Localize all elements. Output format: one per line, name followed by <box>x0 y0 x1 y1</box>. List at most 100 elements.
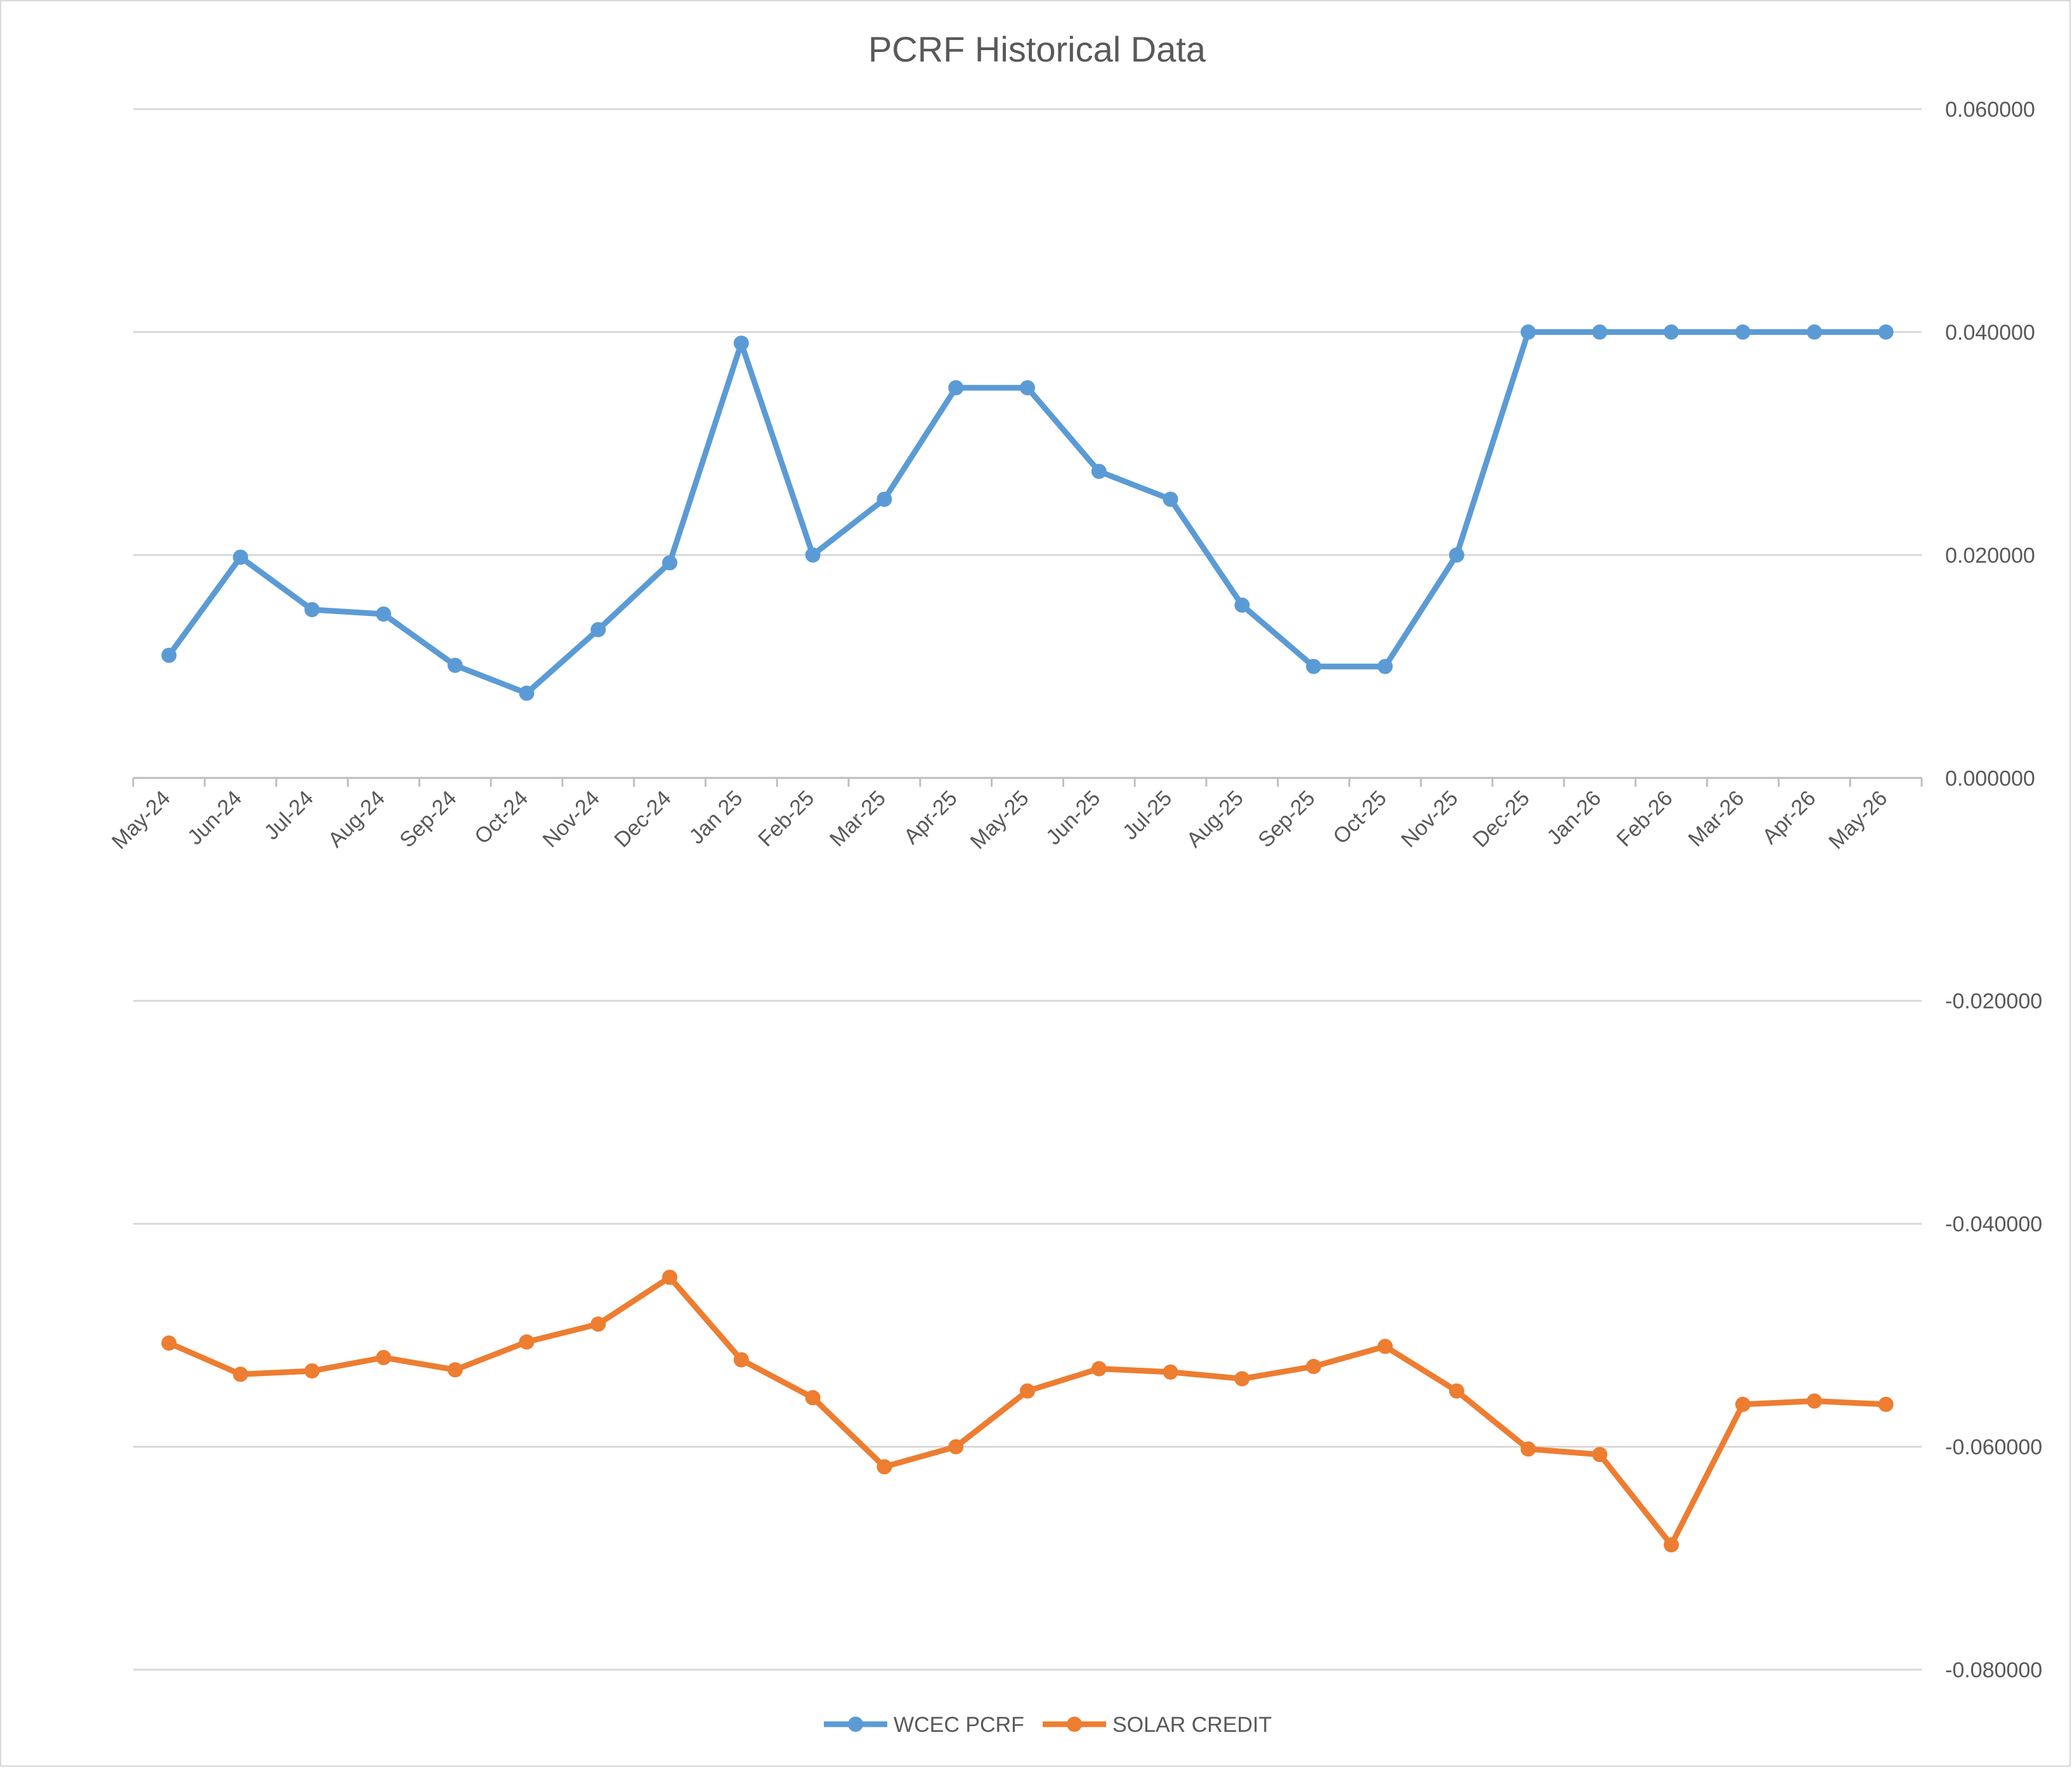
data-point <box>590 622 606 638</box>
y-tick-label: -0.080000 <box>1945 1658 2042 1682</box>
chart-title: PCRF Historical Data <box>868 29 1206 69</box>
data-point <box>805 1390 821 1406</box>
data-point <box>1806 1393 1822 1409</box>
data-point <box>304 601 320 617</box>
data-point <box>1306 658 1322 674</box>
data-point <box>1592 1446 1608 1462</box>
data-point <box>1878 1396 1894 1412</box>
data-point <box>1592 324 1608 340</box>
legend-label: WCEC PCRF <box>894 1713 1024 1737</box>
y-tick-label: -0.060000 <box>1945 1436 2042 1460</box>
legend-item: SOLAR CREDIT <box>1043 1713 1272 1737</box>
data-point <box>447 1362 463 1378</box>
series-2 <box>161 1269 1894 1553</box>
x-tick-label: Dec-25 <box>1468 786 1534 852</box>
data-point <box>519 1334 535 1350</box>
y-tick-label: -0.020000 <box>1945 990 2042 1014</box>
x-tick-label: Jul-25 <box>1118 786 1176 844</box>
data-point <box>1091 1361 1107 1377</box>
x-tick-label: May-24 <box>107 786 175 854</box>
data-point <box>1664 1537 1679 1553</box>
data-point <box>1806 324 1822 340</box>
data-point <box>1735 1396 1750 1412</box>
data-point <box>447 657 463 673</box>
x-tick-label: Dec-24 <box>609 786 675 852</box>
data-point <box>590 1316 606 1332</box>
y-tick-label: 0.060000 <box>1945 98 2035 122</box>
legend: WCEC PCRF SOLAR CREDIT <box>824 1713 1272 1737</box>
data-point <box>1020 380 1035 396</box>
data-point <box>233 549 249 565</box>
data-point <box>1520 1441 1536 1457</box>
x-tick-label: Sep-24 <box>395 786 461 852</box>
data-point <box>1091 464 1107 480</box>
data-point <box>1449 547 1464 563</box>
x-axis-tick-labels: May-24 Jun-24 Jul-24 Aug-24 Sep-24 Oct-24 Nov-… <box>107 786 1892 854</box>
x-tick-label: Apr-25 <box>899 786 962 849</box>
data-point <box>1163 492 1178 507</box>
legend-label: SOLAR CREDIT <box>1112 1713 1272 1737</box>
data-point <box>1020 1383 1035 1399</box>
gridlines <box>133 108 1922 1671</box>
x-tick-label: May-25 <box>966 786 1034 854</box>
data-point <box>161 648 177 663</box>
data-point <box>161 1335 177 1351</box>
x-tick-label: Apr-26 <box>1757 786 1820 849</box>
x-tick-label: Jul-24 <box>259 786 318 844</box>
data-point <box>1878 324 1894 340</box>
data-point <box>662 555 677 571</box>
data-point <box>375 1350 391 1365</box>
series-line <box>166 1274 1889 1548</box>
y-axis-tick-labels: 0.060000 0.040000 0.020000 0.000000 -0.02000… <box>1945 98 2042 1682</box>
data-point <box>876 492 892 507</box>
x-tick-label: Aug-25 <box>1182 786 1248 852</box>
data-point <box>519 685 535 701</box>
y-tick-label: -0.040000 <box>1945 1212 2042 1236</box>
data-point <box>1234 597 1250 613</box>
data-point <box>233 1366 249 1382</box>
x-tick-label: Nov-25 <box>1397 786 1463 852</box>
data-point <box>1664 324 1679 340</box>
x-tick-label: Mar-26 <box>1684 786 1749 851</box>
data-point <box>1306 1359 1322 1375</box>
x-tick-label: Jun-25 <box>1041 786 1105 849</box>
data-point <box>805 547 821 563</box>
x-tick-label: Aug-24 <box>323 786 389 852</box>
data-point <box>876 1459 892 1475</box>
data-point <box>1449 1383 1464 1399</box>
legend-item: WCEC PCRF <box>824 1713 1024 1737</box>
y-tick-label: 0.020000 <box>1945 544 2035 568</box>
data-point <box>304 1363 320 1379</box>
data-point <box>1520 324 1536 340</box>
data-point <box>733 336 749 351</box>
y-tick-label: 0.040000 <box>1945 320 2035 344</box>
data-point <box>1735 324 1750 340</box>
data-point <box>733 1352 749 1368</box>
series-1 <box>161 324 1894 701</box>
data-point <box>1378 658 1393 674</box>
x-axis <box>132 776 1923 787</box>
data-point <box>375 606 391 622</box>
data-point <box>948 1439 964 1455</box>
x-tick-label: Nov-24 <box>538 786 604 852</box>
data-point <box>662 1269 677 1285</box>
legend-swatch-marker <box>1067 1717 1082 1732</box>
x-tick-label: Feb-25 <box>753 786 819 851</box>
x-tick-label: Jan-26 <box>1542 786 1606 849</box>
x-tick-label: Feb-26 <box>1612 786 1678 851</box>
data-point <box>1163 1364 1178 1380</box>
x-tick-label: Jan 25 <box>684 786 747 849</box>
x-tick-label: Jun-24 <box>183 786 246 849</box>
y-tick-label: 0.000000 <box>1945 766 2035 790</box>
legend-swatch-marker <box>848 1717 863 1732</box>
x-tick-label: Mar-25 <box>825 786 890 851</box>
x-tick-label: Sep-25 <box>1253 786 1319 852</box>
series-lines <box>161 324 1894 1553</box>
x-tick-label: Oct-25 <box>1329 786 1391 849</box>
x-tick-label: May-26 <box>1824 786 1892 854</box>
data-point <box>948 380 964 396</box>
data-point <box>1378 1339 1393 1354</box>
x-tick-label: Oct-24 <box>470 786 533 849</box>
